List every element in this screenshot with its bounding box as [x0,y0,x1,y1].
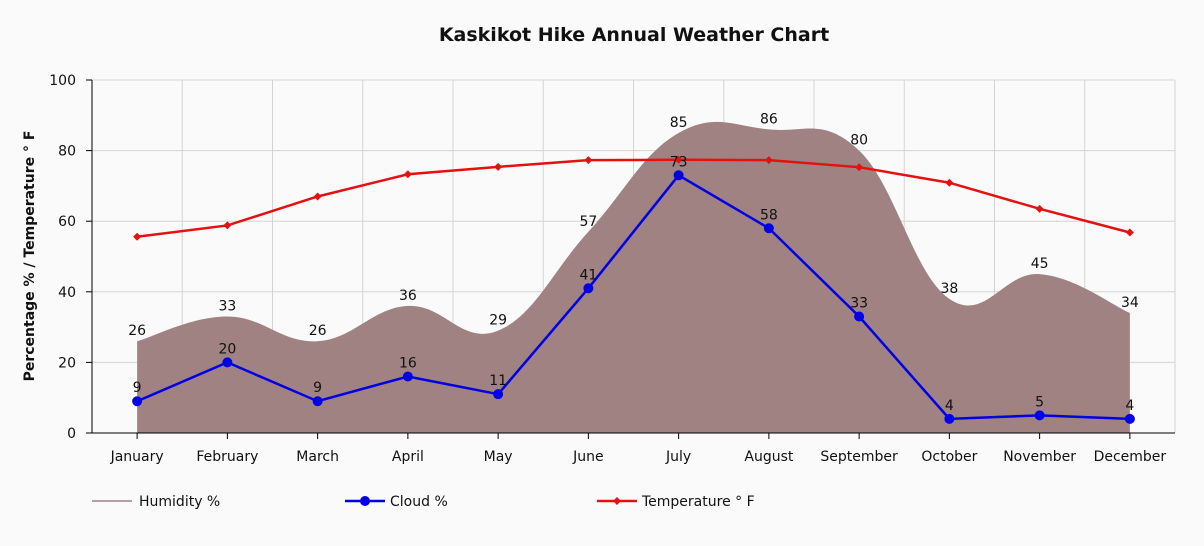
cloud-data-label: 9 [133,380,142,396]
cloud-data-label: 73 [670,154,688,170]
temperature-point [674,155,683,164]
temperature-point [584,156,593,165]
cloud-data-label: 11 [489,373,507,389]
temperature-point [223,221,232,230]
temperature-point [764,156,773,165]
y-tick-label: 40 [58,285,76,301]
legend-humidity-label: Humidity % [139,494,220,510]
x-tick-label: April [392,449,424,465]
x-tick-label: December [1094,449,1167,465]
legend-cloud-label: Cloud % [390,494,448,510]
y-tick-label: 80 [58,144,76,160]
humidity-data-label: 86 [760,111,778,127]
cloud-point [132,396,143,407]
x-tick-label: May [484,449,513,465]
plot-area [132,121,1135,434]
cloud-point [583,283,594,294]
x-tick-label: January [110,449,164,465]
temperature-point [1035,204,1044,213]
legend-temperature-marker [613,497,621,505]
humidity-data-label: 36 [399,288,417,304]
cloud-data-label: 4 [1125,398,1134,414]
temperature-point [133,232,142,241]
x-tick-label: November [1003,449,1076,465]
x-tick-label: July [665,449,691,465]
x-tick-label: August [744,449,794,465]
cloud-point [673,170,684,181]
cloud-data-label: 5 [1035,394,1044,410]
axes: 0 20 40 60 80 100 January February March April May… [49,73,1175,465]
x-tick-label: September [820,449,898,465]
chart-title: Kaskikot Hike Annual Weather Chart [439,24,829,46]
cloud-point [944,413,955,424]
legend-cloud-marker [360,496,370,506]
temperature-point [494,162,503,171]
x-tick-label: June [572,449,604,465]
x-tick-label: October [921,449,977,465]
humidity-data-label: 34 [1121,295,1139,311]
humidity-data-label: 29 [489,313,507,329]
x-tick-label: February [196,449,258,465]
legend: Humidity % Cloud % Temperature ° F [92,494,755,510]
y-axis-label: Percentage % / Temperature ° F [22,131,38,382]
cloud-point [493,389,504,400]
cloud-point [854,311,865,322]
humidity-data-label: 33 [218,299,236,315]
humidity-data-label: 26 [309,323,327,339]
cloud-data-label: 20 [218,341,236,357]
humidity-data-label: 38 [940,281,958,297]
x-tick-label: March [296,449,339,465]
cloud-data-label: 41 [579,267,597,283]
humidity-data-label: 85 [670,115,688,131]
cloud-line [136,173,1130,421]
cloud-data-label: 9 [313,380,322,396]
legend-temperature-label: Temperature ° F [641,494,755,510]
cloud-point [222,357,233,368]
y-tick-label: 60 [58,214,76,230]
cloud-data-label: 4 [945,398,954,414]
temperature-point [1125,228,1134,237]
temperature-line [136,158,1131,238]
temperature-point [945,178,954,187]
cloud-point [402,371,413,382]
cloud-point [312,396,323,407]
cloud-point [763,223,774,234]
cloud-data-label: 33 [850,296,868,312]
humidity-area [137,121,1130,434]
cloud-point [1034,410,1045,421]
cloud-data-label: 58 [760,207,778,223]
humidity-data-label: 45 [1031,256,1049,272]
temperature-point [855,163,864,172]
y-tick-label: 100 [49,73,76,89]
cloud-data-label: 16 [399,356,417,372]
humidity-data-label: 80 [850,133,868,149]
y-tick-label: 20 [58,355,76,371]
humidity-data-label: 26 [128,323,146,339]
humidity-data-label: 57 [579,214,597,230]
temperature-point [403,170,412,179]
cloud-point [1124,413,1135,424]
y-tick-label: 0 [67,426,76,442]
temperature-point [313,192,322,201]
